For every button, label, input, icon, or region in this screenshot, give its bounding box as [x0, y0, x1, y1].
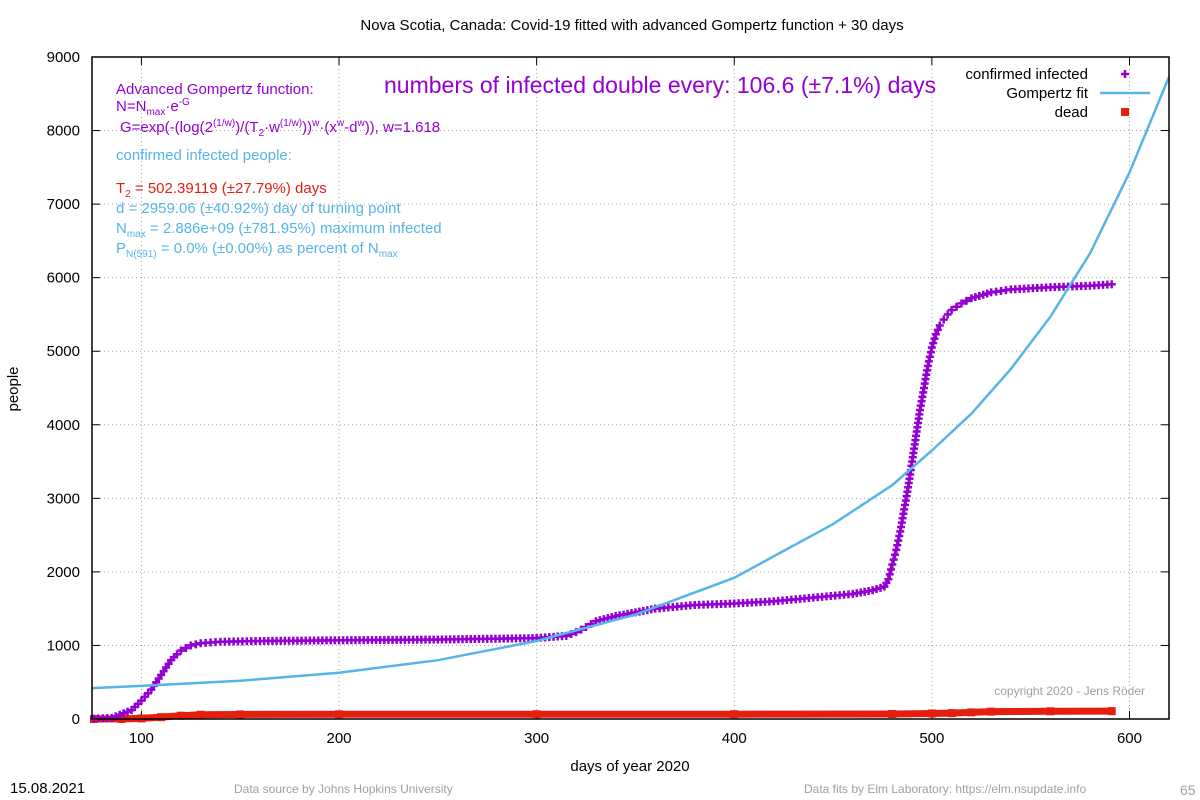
legend-label: Gompertz fit — [1006, 85, 1089, 102]
series-dead — [89, 707, 1116, 723]
point-confirmed-interp — [890, 550, 899, 559]
percent-value: PN(591) = 0.0% (±0.00%) as percent of Nm… — [116, 240, 398, 260]
tick-label-x: 500 — [919, 730, 944, 747]
tick-label-y: 9000 — [47, 49, 80, 66]
legend: confirmed infected Gompertz fit dead — [965, 66, 1150, 121]
tick-label-x: 400 — [722, 730, 747, 747]
tick-label-y: 1000 — [47, 637, 80, 654]
tick-label-y: 8000 — [47, 123, 80, 140]
plot-area — [89, 76, 1171, 723]
footer-fits: Data fits by Elm Laboratory: https://elm… — [804, 782, 1087, 796]
segment-dead — [141, 713, 162, 722]
tick-label-x: 300 — [524, 730, 549, 747]
y-axis-label: people — [5, 366, 22, 411]
tick-label-x: 600 — [1117, 730, 1142, 747]
point-confirmed — [943, 310, 952, 319]
point-confirmed — [947, 306, 956, 315]
point-confirmed-interp — [952, 302, 961, 311]
point-confirmed-interp — [181, 644, 190, 653]
point-confirmed — [927, 343, 936, 352]
legend-label: confirmed infected — [965, 66, 1088, 83]
point-confirmed — [939, 315, 948, 324]
tick-label-x: 100 — [129, 730, 154, 747]
segment-dead — [160, 712, 182, 721]
legend-marker-square — [1121, 108, 1129, 116]
point-confirmed — [935, 321, 944, 330]
point-confirmed-interp — [887, 565, 896, 574]
footer-page: 65 — [1180, 782, 1196, 798]
segment-dead — [971, 708, 992, 716]
formula-heading: Advanced Gompertz function: — [116, 81, 314, 98]
point-confirmed-interp — [930, 334, 939, 343]
footer-source: Data source by Johns Hopkins University — [234, 782, 453, 796]
segment-dead — [951, 708, 972, 717]
formula-n: N=Nmax·e-G — [116, 97, 190, 118]
x-axis-label: days of year 2020 — [570, 758, 689, 775]
confirmed-heading: confirmed infected people: — [116, 147, 292, 164]
tick-label-y: 4000 — [47, 417, 80, 434]
point-confirmed — [176, 646, 185, 655]
point-confirmed-interp — [962, 296, 971, 305]
segment-dead — [892, 709, 932, 718]
plot-frame — [91, 56, 1170, 720]
tick-label-y: 2000 — [47, 564, 80, 581]
t2-value: T2 = 502.39119 (±27.79%) days — [116, 180, 327, 200]
point-confirmed — [957, 299, 966, 308]
tick-label-x: 200 — [327, 730, 352, 747]
axis-ticks: 100 200 300 400 500 6000100020003000400050006… — [47, 49, 1169, 747]
point-confirmed-interp — [929, 339, 938, 348]
segment-dead — [180, 711, 201, 720]
nmax-value: Nmax = 2.886e+09 (±781.95%) maximum infe… — [116, 220, 442, 240]
point-confirmed-interp — [933, 325, 942, 334]
tick-label-y: 5000 — [47, 343, 80, 360]
copyright: copyright 2020 - Jens Röder — [994, 684, 1145, 698]
point-confirmed — [888, 560, 897, 569]
tick-label-y: 7000 — [47, 196, 80, 213]
point-confirmed — [1107, 280, 1116, 289]
turning-point-value: d = 2959.06 (±40.92%) day of turning poi… — [116, 200, 401, 217]
tick-label-y: 0 — [72, 711, 80, 728]
tick-label-y: 3000 — [47, 490, 80, 507]
series-fit-line — [91, 76, 1171, 690]
footer-date: 15.08.2021 — [10, 780, 86, 797]
point-confirmed — [884, 575, 893, 584]
point-confirmed — [931, 330, 940, 339]
doubling-headline: numbers of infected double every: 106.6 … — [384, 72, 937, 98]
legend-label: dead — [1055, 104, 1088, 121]
chart-title: Nova Scotia, Canada: Covid-19 fitted wit… — [360, 17, 904, 34]
point-confirmed-interp — [889, 555, 898, 564]
point-confirmed-interp — [885, 570, 894, 579]
formula-g: G=exp(-(log(2(1/w))/(T2·w(1/w)))w·(xw-dw… — [120, 118, 441, 139]
series-confirmed — [89, 280, 1116, 723]
tick-label-y: 6000 — [47, 270, 80, 287]
